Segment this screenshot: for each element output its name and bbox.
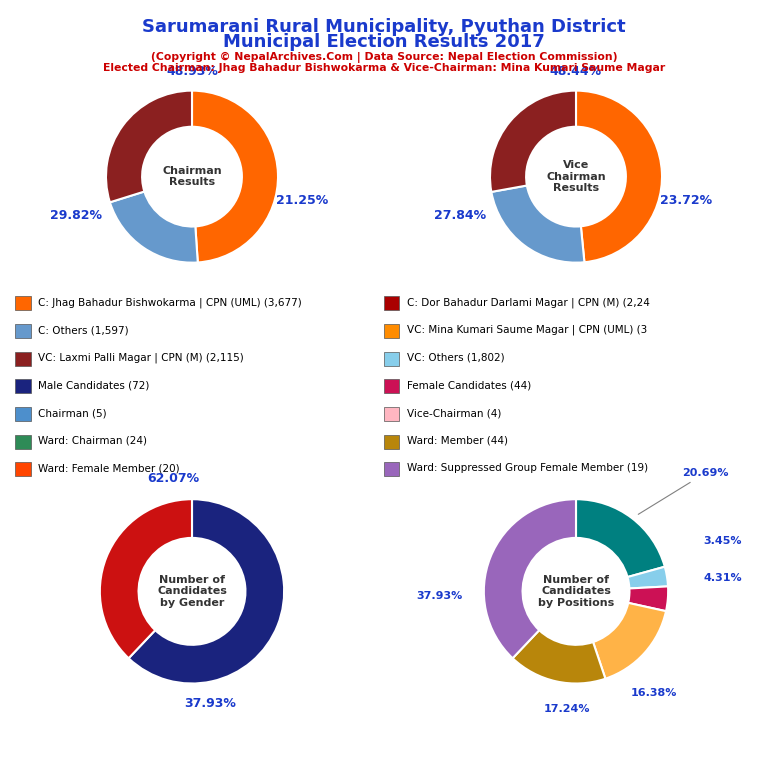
- Text: 29.82%: 29.82%: [50, 209, 102, 222]
- Wedge shape: [110, 191, 198, 263]
- Wedge shape: [106, 91, 192, 202]
- Text: 16.38%: 16.38%: [631, 687, 677, 698]
- Text: Ward: Chairman (24): Ward: Chairman (24): [38, 435, 147, 446]
- Text: Municipal Election Results 2017: Municipal Election Results 2017: [223, 33, 545, 51]
- Text: 21.25%: 21.25%: [276, 194, 328, 207]
- Text: 20.69%: 20.69%: [638, 468, 729, 515]
- Wedge shape: [192, 91, 278, 263]
- Text: 4.31%: 4.31%: [703, 572, 742, 583]
- Text: Number of
Candidates
by Gender: Number of Candidates by Gender: [157, 574, 227, 608]
- Text: Female Candidates (44): Female Candidates (44): [407, 380, 531, 391]
- Text: Elected Chairman: Jhag Bahadur Bishwokarma & Vice-Chairman: Mina Kumari Saume Ma: Elected Chairman: Jhag Bahadur Bishwokar…: [103, 63, 665, 73]
- Wedge shape: [484, 499, 576, 658]
- Text: VC: Others (1,802): VC: Others (1,802): [407, 353, 505, 363]
- Wedge shape: [576, 91, 662, 262]
- Text: VC: Laxmi Palli Magar | CPN (M) (2,115): VC: Laxmi Palli Magar | CPN (M) (2,115): [38, 353, 244, 363]
- Text: 3.45%: 3.45%: [703, 535, 742, 546]
- Text: Chairman (5): Chairman (5): [38, 408, 107, 419]
- Text: 17.24%: 17.24%: [544, 704, 590, 714]
- Text: Vice-Chairman (4): Vice-Chairman (4): [407, 408, 502, 419]
- Text: 62.07%: 62.07%: [147, 472, 200, 485]
- Wedge shape: [490, 91, 576, 192]
- Text: (Copyright © NepalArchives.Com | Data Source: Nepal Election Commission): (Copyright © NepalArchives.Com | Data So…: [151, 51, 617, 62]
- Wedge shape: [627, 567, 668, 588]
- Wedge shape: [128, 499, 284, 684]
- Text: Ward: Female Member (20): Ward: Female Member (20): [38, 463, 180, 474]
- Text: 37.93%: 37.93%: [184, 697, 237, 710]
- Text: Ward: Member (44): Ward: Member (44): [407, 435, 508, 446]
- Text: Vice
Chairman
Results: Vice Chairman Results: [546, 160, 606, 194]
- Text: Sarumarani Rural Municipality, Pyuthan District: Sarumarani Rural Municipality, Pyuthan D…: [142, 18, 626, 35]
- Wedge shape: [512, 631, 605, 684]
- Text: VC: Mina Kumari Saume Magar | CPN (UML) (3: VC: Mina Kumari Saume Magar | CPN (UML) …: [407, 325, 647, 336]
- Text: C: Others (1,597): C: Others (1,597): [38, 325, 129, 336]
- Text: 23.72%: 23.72%: [660, 194, 712, 207]
- Text: 48.93%: 48.93%: [166, 65, 218, 78]
- Wedge shape: [593, 603, 666, 679]
- Text: C: Dor Bahadur Darlami Magar | CPN (M) (2,24: C: Dor Bahadur Darlami Magar | CPN (M) (…: [407, 297, 650, 308]
- Wedge shape: [492, 186, 584, 263]
- Text: 48.44%: 48.44%: [550, 65, 602, 78]
- Text: 27.84%: 27.84%: [434, 209, 486, 222]
- Text: 37.93%: 37.93%: [416, 591, 463, 601]
- Text: Number of
Candidates
by Positions: Number of Candidates by Positions: [538, 574, 614, 608]
- Text: Chairman
Results: Chairman Results: [162, 166, 222, 187]
- Text: Ward: Suppressed Group Female Member (19): Ward: Suppressed Group Female Member (19…: [407, 463, 648, 474]
- Wedge shape: [628, 587, 668, 611]
- Text: Male Candidates (72): Male Candidates (72): [38, 380, 150, 391]
- Wedge shape: [576, 499, 665, 577]
- Wedge shape: [100, 499, 192, 658]
- Text: C: Jhag Bahadur Bishwokarma | CPN (UML) (3,677): C: Jhag Bahadur Bishwokarma | CPN (UML) …: [38, 297, 302, 308]
